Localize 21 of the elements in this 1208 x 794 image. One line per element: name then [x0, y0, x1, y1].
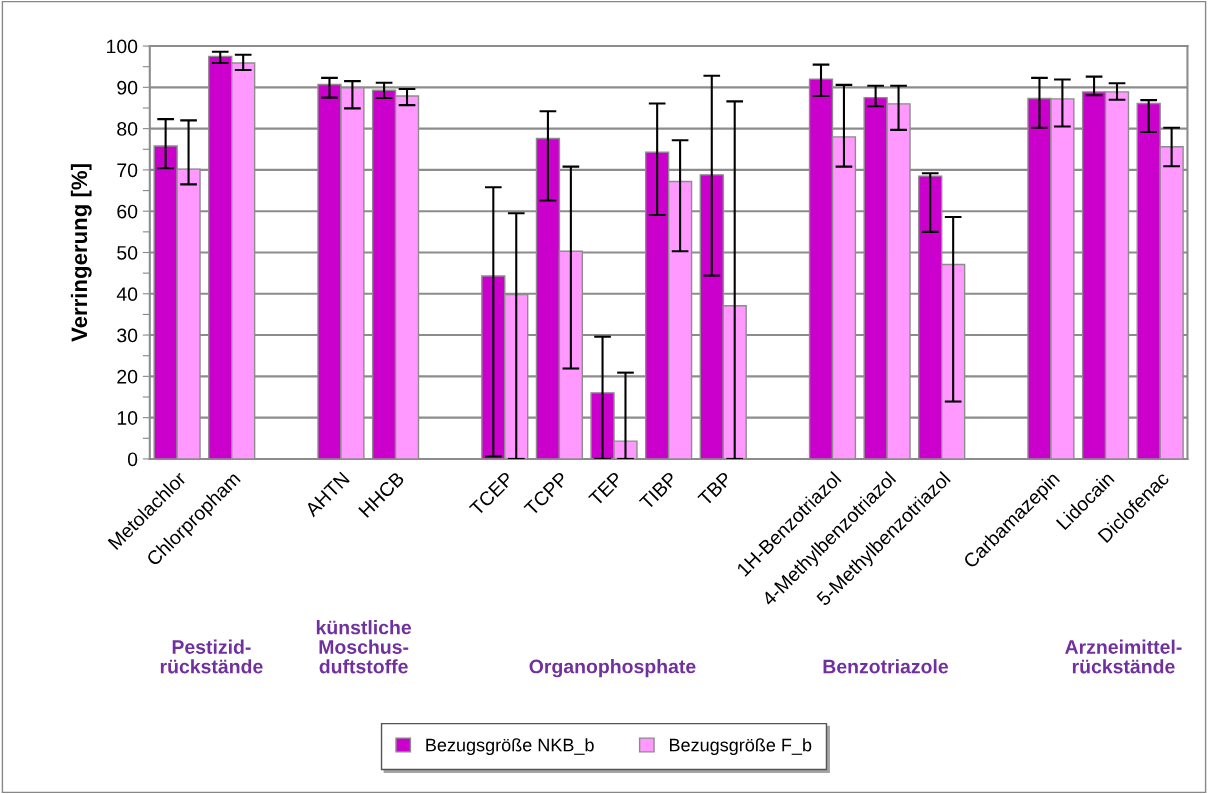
- y-tick-label: 10: [117, 411, 138, 425]
- y-tick-label: 80: [117, 122, 138, 136]
- legend-label: Bezugsgröße NKB_b: [426, 738, 594, 755]
- y-tick-label: 50: [117, 245, 138, 260]
- y-tick-label: 100: [107, 39, 138, 54]
- y-tick-label: 90: [117, 80, 138, 95]
- x-tick-label: TEP: [588, 471, 624, 507]
- y-tick-label: 60: [117, 204, 138, 219]
- text: Pestizid- rückstände: [160, 639, 263, 674]
- text: Arzneimittel- rückstände: [1065, 639, 1182, 674]
- text: künstliche Moschus- duftstoffe: [316, 620, 412, 674]
- text: Organophosphate: [529, 659, 696, 678]
- legend-label: Bezugsgröße F_b: [669, 738, 812, 755]
- y-tick-label: 70: [117, 163, 138, 178]
- y-tick-label: 30: [117, 328, 138, 343]
- x-tick-label: TBP: [697, 471, 733, 507]
- text: Benzotriazole: [823, 659, 949, 674]
- y-tick-label: 40: [116, 287, 138, 302]
- y-axis-title: Verringerung [%]: [70, 164, 92, 342]
- y-tick-label: 0: [127, 452, 138, 467]
- y-tick-label: 20: [117, 369, 138, 384]
